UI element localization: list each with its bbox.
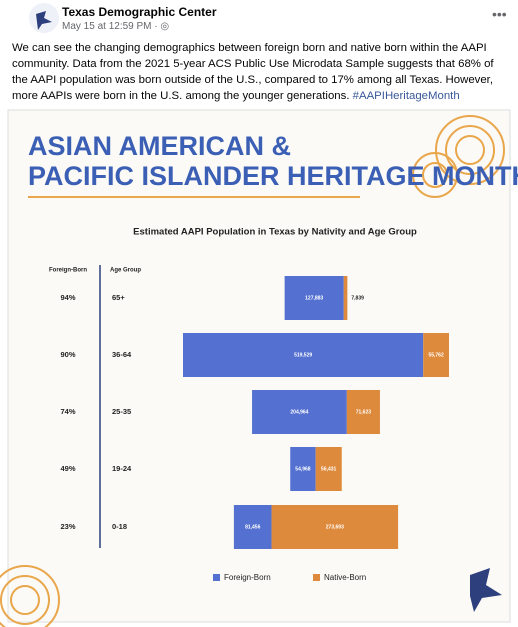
bar [233,505,272,549]
bar [343,276,348,320]
column-header: Age Group [110,268,141,274]
share-label: 23% [60,522,75,531]
bar [423,333,449,377]
banner-line: ASIAN AMERICAN & [28,131,291,161]
value-label: 519,529 [294,352,312,358]
globe-icon: ◎ [160,21,170,32]
banner-line: PACIFIC ISLANDER HERITAGE MONTH [28,161,518,191]
category-label: 19-24 [112,464,132,473]
avatar-logo [36,11,52,30]
chart-title: Estimated AAPI Population in Texas by Na… [133,227,417,238]
bar [252,390,347,434]
bar [284,276,344,320]
legend-swatch [313,574,320,581]
decoration [0,115,505,627]
value-label: 81,456 [245,524,261,530]
timestamp[interactable]: May 15 at 12:59 PM · ◎ [62,21,169,32]
column-header: Foreign-Born [49,268,87,274]
legend-label: Foreign-Born [224,573,271,582]
value-label: 71,623 [356,409,372,415]
category-label: 0-18 [112,522,127,531]
post-text: We can see the changing demographics bet… [12,40,508,104]
timestamp-text[interactable]: May 15 at 12:59 PM · [62,21,161,32]
value-label: 56,431 [321,466,337,472]
value-label: 273,693 [326,524,344,530]
bar [183,333,424,377]
value-label: 55,762 [428,352,444,358]
value-label: 54,968 [295,466,311,472]
share-label: 94% [60,293,75,302]
legend-swatch [213,574,220,581]
legend-label: Native-Born [324,573,366,582]
more-button[interactable]: ••• [492,6,507,22]
hashtag[interactable]: #AAPIHeritageMonth [352,90,460,102]
bar [346,390,380,434]
value-label: 204,964 [290,409,308,415]
share-label: 74% [60,407,75,416]
logo [470,568,502,612]
share-label: 49% [60,464,75,473]
category-label: 25-35 [112,407,131,416]
value-label: 127,883 [305,295,323,301]
category-label: 36-64 [112,350,132,359]
value-label: 7,839 [351,295,364,301]
bar [315,447,342,491]
post-body: We can see the changing demographics bet… [12,42,494,102]
bar [271,505,399,549]
author[interactable]: Texas Demographic Center [62,5,217,19]
category-label: 65+ [112,293,125,302]
bar [290,447,316,491]
share-label: 90% [60,350,75,359]
